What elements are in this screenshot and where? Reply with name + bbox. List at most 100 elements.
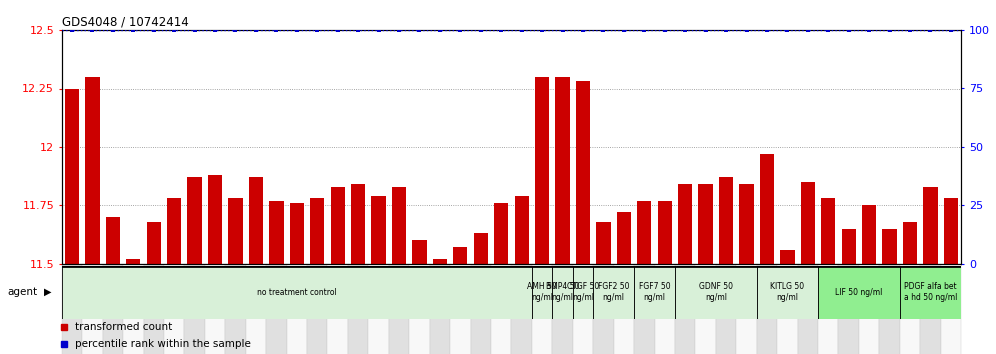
Text: PDGF alfa bet
a hd 50 ng/ml: PDGF alfa bet a hd 50 ng/ml bbox=[903, 282, 957, 302]
Bar bbox=[818, 266, 899, 319]
Bar bbox=[269, 201, 284, 264]
Bar bbox=[594, 266, 634, 319]
Bar bbox=[798, 264, 818, 354]
Text: GDNF 50
ng/ml: GDNF 50 ng/ml bbox=[699, 282, 733, 302]
Bar bbox=[491, 264, 512, 354]
Bar bbox=[450, 264, 470, 354]
Bar bbox=[821, 198, 836, 264]
Bar bbox=[331, 187, 345, 264]
Bar bbox=[412, 240, 426, 264]
Bar bbox=[719, 177, 733, 264]
Bar bbox=[654, 264, 675, 354]
Text: LIF 50 ng/ml: LIF 50 ng/ml bbox=[836, 287, 882, 297]
Bar bbox=[576, 81, 591, 264]
Text: no treatment control: no treatment control bbox=[257, 287, 337, 297]
Bar bbox=[862, 205, 876, 264]
Bar bbox=[369, 264, 388, 354]
Bar bbox=[532, 264, 553, 354]
Bar bbox=[103, 264, 124, 354]
Bar bbox=[634, 264, 654, 354]
Bar bbox=[205, 264, 225, 354]
Bar bbox=[249, 177, 263, 264]
Bar bbox=[409, 264, 429, 354]
Text: AMH 50
ng/ml: AMH 50 ng/ml bbox=[527, 282, 557, 302]
Bar bbox=[678, 184, 692, 264]
Bar bbox=[903, 222, 917, 264]
Bar bbox=[899, 266, 961, 319]
Bar bbox=[432, 259, 447, 264]
Bar bbox=[532, 266, 553, 319]
Text: BMP4 50
ng/ml: BMP4 50 ng/ml bbox=[546, 282, 580, 302]
Bar bbox=[780, 250, 795, 264]
Bar bbox=[208, 175, 222, 264]
Bar bbox=[164, 264, 184, 354]
Bar bbox=[290, 203, 304, 264]
Bar bbox=[801, 182, 815, 264]
Bar bbox=[594, 264, 614, 354]
Bar bbox=[106, 217, 120, 264]
Bar bbox=[573, 264, 594, 354]
Bar bbox=[675, 264, 695, 354]
Bar bbox=[266, 264, 287, 354]
Bar bbox=[698, 184, 713, 264]
Bar bbox=[657, 201, 672, 264]
Bar bbox=[614, 264, 634, 354]
Text: GDS4048 / 10742414: GDS4048 / 10742414 bbox=[62, 16, 188, 29]
Bar bbox=[287, 264, 307, 354]
Bar bbox=[470, 264, 491, 354]
Text: agent: agent bbox=[7, 287, 37, 297]
Text: CTGF 50
ng/ml: CTGF 50 ng/ml bbox=[567, 282, 600, 302]
Bar bbox=[86, 77, 100, 264]
Bar bbox=[923, 187, 937, 264]
Bar bbox=[736, 264, 757, 354]
Bar bbox=[146, 222, 161, 264]
Bar bbox=[553, 266, 573, 319]
Bar bbox=[187, 177, 202, 264]
Bar bbox=[184, 264, 205, 354]
Bar bbox=[882, 229, 896, 264]
Bar bbox=[818, 264, 839, 354]
Bar bbox=[65, 88, 79, 264]
Bar bbox=[597, 222, 611, 264]
Bar bbox=[739, 184, 754, 264]
Bar bbox=[124, 264, 143, 354]
Text: percentile rank within the sample: percentile rank within the sample bbox=[76, 339, 251, 349]
Bar bbox=[556, 77, 570, 264]
Bar bbox=[760, 154, 774, 264]
Bar bbox=[839, 264, 859, 354]
Text: FGF7 50
ng/ml: FGF7 50 ng/ml bbox=[638, 282, 670, 302]
Text: transformed count: transformed count bbox=[76, 322, 172, 332]
Bar bbox=[920, 264, 940, 354]
Bar bbox=[617, 212, 631, 264]
Bar bbox=[675, 266, 757, 319]
Bar bbox=[512, 264, 532, 354]
Bar bbox=[494, 203, 508, 264]
Bar bbox=[351, 184, 366, 264]
Bar bbox=[757, 264, 777, 354]
Bar bbox=[83, 264, 103, 354]
Bar bbox=[899, 264, 920, 354]
Bar bbox=[167, 198, 181, 264]
Bar bbox=[515, 196, 529, 264]
Bar bbox=[126, 259, 140, 264]
Bar bbox=[388, 264, 409, 354]
Bar bbox=[879, 264, 899, 354]
Bar bbox=[859, 264, 879, 354]
Bar bbox=[535, 77, 549, 264]
Text: KITLG 50
ng/ml: KITLG 50 ng/ml bbox=[770, 282, 805, 302]
Bar bbox=[634, 266, 675, 319]
Bar bbox=[637, 201, 651, 264]
Bar bbox=[573, 266, 594, 319]
Bar bbox=[225, 264, 246, 354]
Bar bbox=[310, 198, 325, 264]
Bar bbox=[62, 264, 83, 354]
Bar bbox=[695, 264, 716, 354]
Bar bbox=[372, 196, 385, 264]
Bar bbox=[429, 264, 450, 354]
Bar bbox=[474, 233, 488, 264]
Bar bbox=[391, 187, 406, 264]
Text: ▶: ▶ bbox=[44, 287, 52, 297]
Bar bbox=[62, 266, 532, 319]
Bar bbox=[842, 229, 856, 264]
Bar bbox=[716, 264, 736, 354]
